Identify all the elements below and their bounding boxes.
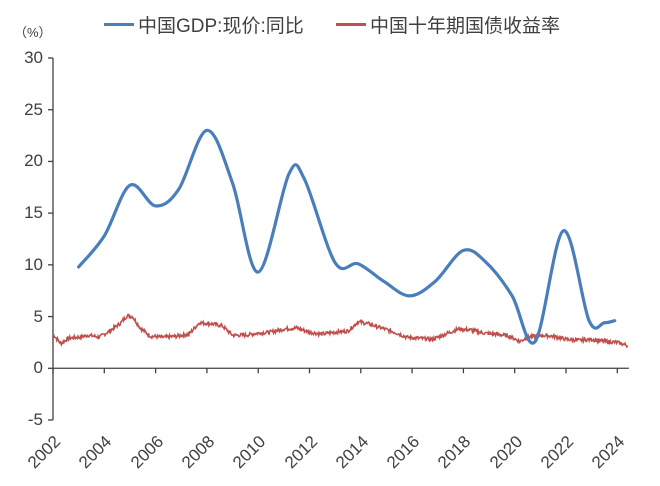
gdp-growth-line xyxy=(77,128,617,345)
y-tick-label: 5 xyxy=(33,306,43,326)
chart-axes xyxy=(48,57,629,421)
legend-item-gdp: 中国GDP:现价:同比 xyxy=(104,11,304,38)
y-tick-label: 10 xyxy=(24,254,43,274)
chart-legend: 中国GDP:现价:同比 中国十年期国债收益率 xyxy=(0,11,660,41)
y-tick-label: 0 xyxy=(33,358,43,378)
legend-item-bond-yield: 中国十年期国债收益率 xyxy=(336,11,560,38)
y-tick-label: 25 xyxy=(24,99,43,119)
legend-swatch-gdp xyxy=(104,23,134,26)
y-tick-label: 15 xyxy=(24,203,43,223)
y-axis-unit-label: （%） xyxy=(14,25,52,40)
legend-label-gdp: 中国GDP:现价:同比 xyxy=(138,16,304,37)
bond-yield-line xyxy=(52,313,629,349)
legend-label-bond-yield: 中国十年期国债收益率 xyxy=(370,16,561,37)
legend-swatch-bond-yield xyxy=(336,23,366,26)
y-tick-label: 30 xyxy=(24,48,43,67)
y-tick-label: 20 xyxy=(24,151,43,171)
y-tick-label: -5 xyxy=(27,410,43,429)
